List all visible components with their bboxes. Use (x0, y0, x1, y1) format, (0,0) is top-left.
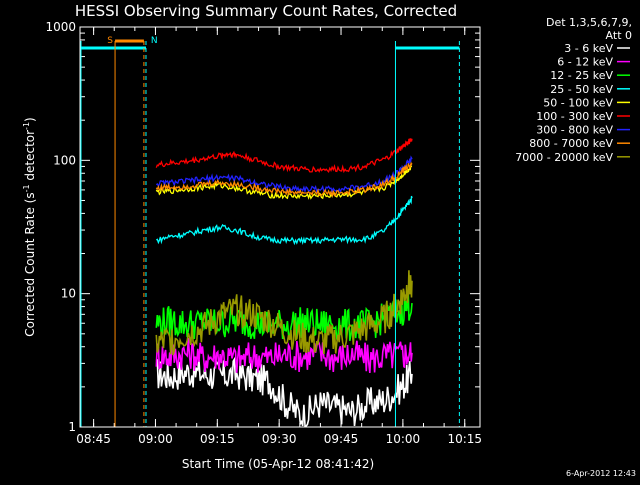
x-tick-label: 10:15 (447, 432, 482, 446)
x-tick-label: 08:45 (76, 432, 111, 446)
series-line (155, 338, 413, 373)
y-axis-label: Corrected Count Rate (s-1 detector-1) (22, 117, 37, 336)
y-tick-label: 10 (61, 287, 76, 301)
plot-frame (79, 26, 481, 428)
x-tick-label: 09:15 (200, 432, 235, 446)
series-line (155, 292, 413, 341)
series-line (155, 356, 413, 427)
series-line (155, 195, 413, 246)
y-tick-label: 1000 (45, 20, 76, 34)
legend-label: 300 - 800 keV (536, 124, 613, 137)
legend-label: 6 - 12 keV (557, 56, 613, 69)
marker-label: S (107, 36, 113, 46)
axis-ticks: 08:45 09:00 09:15 09:30 09:45 10:00 10:15 1 10 10… (45, 20, 482, 446)
series-line (155, 270, 413, 356)
y-tick-label: 100 (53, 153, 76, 167)
series-line (155, 161, 413, 199)
legend-label: 100 - 300 keV (536, 110, 613, 123)
marker-label: N (151, 36, 158, 46)
x-tick-label: 09:30 (262, 432, 297, 446)
x-tick-label: 09:00 (138, 432, 173, 446)
legend-header-attenuator: Att 0 (606, 29, 632, 42)
series-line (155, 138, 413, 174)
legend-header-detectors: Det 1,3,5,6,7,9, (546, 16, 632, 29)
legend-label: 12 - 25 keV (550, 69, 613, 82)
x-tick-label: 10:00 (386, 432, 421, 446)
legend-label: 7000 - 20000 keV (515, 151, 613, 164)
x-tick-label: 09:45 (324, 432, 359, 446)
y-tick-label: 1 (68, 420, 76, 434)
legend-label: 800 - 7000 keV (529, 137, 613, 150)
legend-label: 25 - 50 keV (550, 83, 613, 96)
plot-timestamp: 6-Apr-2012 12:43 (566, 469, 636, 478)
chart-title: HESSI Observing Summary Count Rates, Cor… (75, 2, 457, 20)
legend-label: 50 - 100 keV (543, 96, 613, 109)
x-axis-label: Start Time (05-Apr-12 08:41:42) (182, 457, 374, 471)
series-layer (155, 138, 413, 427)
legend-label: 3 - 6 keV (564, 42, 613, 55)
